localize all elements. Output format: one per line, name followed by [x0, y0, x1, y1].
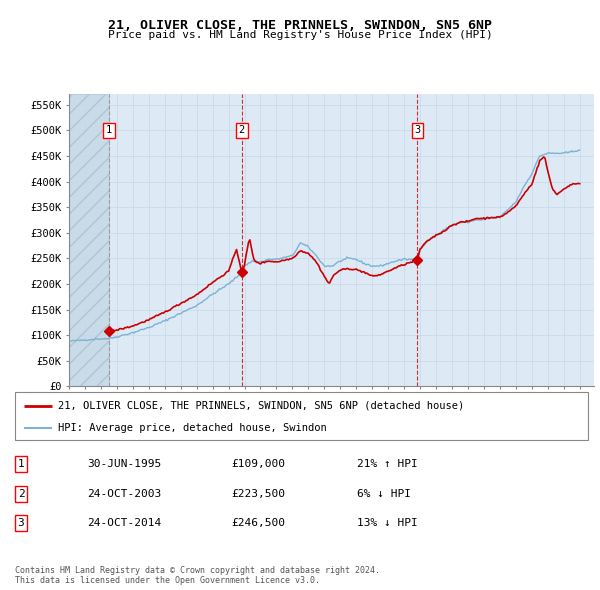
Text: 2: 2	[239, 125, 245, 135]
Text: 24-OCT-2014: 24-OCT-2014	[87, 519, 161, 528]
Text: Price paid vs. HM Land Registry's House Price Index (HPI): Price paid vs. HM Land Registry's House …	[107, 30, 493, 40]
Text: HPI: Average price, detached house, Swindon: HPI: Average price, detached house, Swin…	[58, 423, 327, 432]
Text: 30-JUN-1995: 30-JUN-1995	[87, 460, 161, 469]
Text: 3: 3	[17, 519, 25, 528]
Text: £109,000: £109,000	[231, 460, 285, 469]
Text: 21% ↑ HPI: 21% ↑ HPI	[357, 460, 418, 469]
Text: £223,500: £223,500	[231, 489, 285, 499]
Text: 1: 1	[17, 460, 25, 469]
Text: Contains HM Land Registry data © Crown copyright and database right 2024.
This d: Contains HM Land Registry data © Crown c…	[15, 566, 380, 585]
Text: 1: 1	[106, 125, 112, 135]
Text: £246,500: £246,500	[231, 519, 285, 528]
Text: 24-OCT-2003: 24-OCT-2003	[87, 489, 161, 499]
Bar	[69, 94, 109, 386]
Text: 21, OLIVER CLOSE, THE PRINNELS, SWINDON, SN5 6NP: 21, OLIVER CLOSE, THE PRINNELS, SWINDON,…	[108, 19, 492, 32]
Text: 6% ↓ HPI: 6% ↓ HPI	[357, 489, 411, 499]
Text: 13% ↓ HPI: 13% ↓ HPI	[357, 519, 418, 528]
Text: 21, OLIVER CLOSE, THE PRINNELS, SWINDON, SN5 6NP (detached house): 21, OLIVER CLOSE, THE PRINNELS, SWINDON,…	[58, 401, 464, 411]
Text: 2: 2	[17, 489, 25, 499]
Text: 3: 3	[414, 125, 421, 135]
